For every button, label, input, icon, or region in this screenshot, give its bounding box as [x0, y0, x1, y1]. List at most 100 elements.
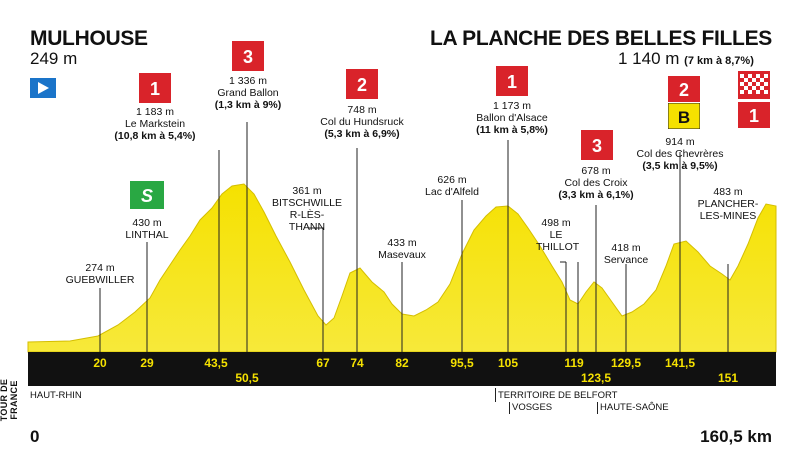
climb-name: Col des Chevrères: [636, 148, 724, 161]
climb-label: 1 336 m Grand Ballon (1,3 km à 9%): [215, 75, 282, 111]
climb-detail: (5,3 km à 6,9%): [324, 128, 400, 141]
km-mark: 123,5: [580, 371, 612, 385]
climb-detail: (1,3 km à 9%): [214, 99, 282, 112]
place-name: Masevaux: [378, 249, 426, 262]
place-label: 433 m Masevaux: [378, 237, 426, 261]
place-label: 626 m Lac d'Alfeld: [425, 174, 479, 198]
climb-cat-text: 1: [749, 106, 759, 126]
climb-detail: (10,8 km à 5,4%): [114, 130, 196, 143]
place-label: 418 m Servance: [604, 242, 648, 266]
place-name: LE THILLOT: [536, 229, 580, 254]
category-3-icon: 3: [232, 41, 264, 71]
place-name: BITSCHWILLER-LÈS-THANN: [272, 197, 343, 234]
place-altitude: 626 m: [437, 174, 467, 186]
start-flag-icon: [30, 78, 56, 98]
climb-altitude: 1 336 m: [229, 75, 267, 87]
finish-climb-detail: (7 km à 8,7%): [684, 55, 754, 67]
place-label: 430 m LINTHAL: [125, 217, 168, 241]
climb-label: 1 173 m Ballon d'Alsace (11 km à 5,8%): [476, 100, 548, 136]
place-label: 274 m GUEBWILLER: [66, 262, 135, 286]
place-name: Servance: [603, 254, 649, 267]
km-mark: 151: [717, 371, 739, 385]
km-mark: 20: [93, 356, 107, 370]
climb-altitude: 748 m: [347, 104, 377, 116]
km-mark: 74: [350, 356, 364, 370]
km-mark: 50,5: [235, 371, 259, 385]
climb-detail: (3,3 km à 6,1%): [558, 189, 634, 202]
climb-label: 678 m Col des Croix (3,3 km à 6,1%): [558, 165, 633, 201]
climb-name: Col des Croix: [564, 177, 628, 190]
place-altitude: 498 m: [541, 217, 571, 229]
place-name: GUEBWILLER: [65, 274, 135, 287]
region-label: VOSGES: [512, 402, 553, 413]
climb-cat-text: 1: [507, 72, 517, 92]
km-mark: 105: [497, 356, 519, 370]
climb-name: Ballon d'Alsace: [476, 112, 548, 125]
place-altitude: 274 m: [85, 262, 115, 274]
km-mark: 119: [564, 356, 584, 370]
km-mark: 67: [316, 356, 330, 370]
place-altitude: 430 m: [132, 217, 162, 229]
region-divider: [495, 388, 496, 402]
climb-cat-text: 1: [150, 79, 160, 99]
finish-altitude-value: 1 140 m: [618, 49, 680, 68]
climb-detail: (11 km à 5,8%): [476, 124, 548, 137]
finish-flag-icon: [738, 71, 770, 99]
climb-cat-text: 2: [357, 75, 367, 95]
km-mark: 29: [140, 356, 154, 370]
climb-altitude: 678 m: [581, 165, 611, 177]
climb-cat-text: 3: [592, 136, 602, 156]
region-label: TERRITOIRE DE BELFORT: [498, 390, 618, 401]
climb-label: 1 183 m Le Markstein (10,8 km à 5,4%): [114, 106, 195, 142]
km-mark: 129,5: [610, 356, 642, 370]
place-label: 361 m BITSCHWILLER-LÈS-THANN: [272, 185, 342, 233]
place-name: PLANCHER-LES-MINES: [697, 198, 759, 223]
category-1-icon: 1: [496, 66, 528, 96]
sprint-icon: S: [130, 181, 164, 209]
bonus-icon: B: [668, 103, 700, 129]
place-label: 498 m LE THILLOT: [536, 217, 580, 254]
climb-name: Grand Ballon: [217, 87, 279, 100]
climb-cat-text: 2: [679, 80, 689, 100]
place-name: LINTHAL: [125, 229, 169, 242]
climb-cat-text: 3: [243, 47, 253, 67]
finish-altitude: 1 140 m (7 km à 8,7%): [618, 50, 754, 67]
start-city: MULHOUSE: [30, 27, 148, 50]
climb-altitude: 1 173 m: [493, 100, 531, 112]
category-2-icon: 2: [668, 76, 700, 102]
end-km: 160,5 km: [700, 427, 772, 446]
place-altitude: 418 m: [611, 242, 641, 254]
region-label: HAUT-RHIN: [30, 390, 82, 401]
climb-altitude: 914 m: [665, 136, 695, 148]
finish-city: LA PLANCHE DES BELLES FILLES: [429, 27, 772, 50]
start-km: 0: [30, 427, 40, 446]
category-3-icon: 3: [581, 130, 613, 160]
climb-label: 748 m Col du Hundsruck (5,3 km à 6,9%): [320, 104, 403, 140]
region-label: HAUTE-SAÔNE: [600, 402, 669, 413]
km-mark: 95,5: [450, 356, 474, 370]
climb-name: Col du Hundsruck: [320, 116, 404, 129]
climb-altitude: 1 183 m: [136, 106, 174, 118]
place-name: Lac d'Alfeld: [425, 186, 479, 199]
brand-label: TOUR DE FRANCE: [0, 378, 19, 422]
climb-name: Le Markstein: [124, 118, 186, 131]
climb-label: 914 m Col des Chevrères (3,5 km à 9,5%): [637, 136, 724, 172]
category-1-icon: 1: [139, 73, 171, 103]
km-mark: 141,5: [664, 356, 696, 370]
km-mark: 43,5: [204, 356, 228, 370]
climb-detail: (3,5 km à 9,5%): [642, 160, 718, 173]
category-2-icon: 2: [346, 69, 378, 99]
category-1-icon: 1: [738, 102, 770, 128]
region-divider: [509, 402, 510, 414]
km-mark: 82: [395, 356, 409, 370]
place-altitude: 361 m: [292, 185, 322, 197]
start-altitude: 249 m: [30, 49, 78, 68]
place-label: 483 m PLANCHER-LES-MINES: [697, 186, 759, 222]
place-altitude: 433 m: [387, 237, 417, 249]
sprint-text: S: [141, 186, 153, 206]
bonus-text: B: [678, 108, 690, 127]
place-altitude: 483 m: [713, 186, 743, 198]
km-band: [28, 352, 776, 386]
region-divider: [597, 402, 598, 414]
